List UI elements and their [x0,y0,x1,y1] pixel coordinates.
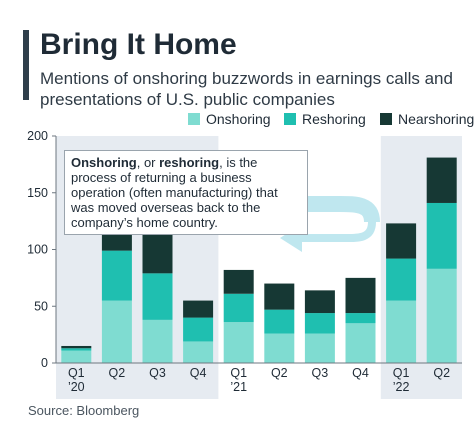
y-tick-label: 50 [34,299,48,313]
bar-nearshoring-5 [264,283,295,310]
bar-nearshoring-0 [61,345,92,349]
bar-onshoring-9 [426,268,457,363]
bar-reshoring-8 [386,258,417,301]
annotation-term-onshoring: Onshoring [71,155,137,170]
x-tick-label: Q1’20 [68,366,85,394]
y-tick-label: 150 [27,186,48,200]
bar-reshoring-1 [101,250,132,301]
bar-reshoring-5 [264,309,295,334]
legend-swatch-onshoring [188,113,200,125]
bar-onshoring-0 [61,350,92,363]
chart-title: Bring It Home [40,28,237,61]
bar-reshoring-6 [304,313,335,334]
annotation-connector: , or [136,155,160,170]
bar-onshoring-8 [386,300,417,363]
bar-nearshoring-4 [223,269,254,294]
title-accent-bar [23,30,29,100]
x-tick-label: Q1’22 [393,366,410,394]
legend-swatch-nearshoring [380,113,392,125]
x-tick-label: Q2 [271,366,288,380]
annotation-term-reshoring: reshoring [159,155,220,170]
x-tick-label: Q1’21 [230,366,247,394]
x-tick-label: Q2 [433,366,450,380]
bar-nearshoring-8 [386,223,417,259]
bar-nearshoring-3 [183,300,214,318]
y-tick-label: 100 [27,243,48,257]
bar-onshoring-3 [183,341,214,363]
bar-onshoring-5 [264,333,295,363]
x-tick-label: Q3 [149,366,166,380]
bar-reshoring-0 [61,348,92,351]
chart-subtitle: Mentions of onshoring buzzwords in earni… [40,69,453,109]
legend-label-reshoring: Reshoring [302,111,366,127]
annotation-text: , is the process of returning a business… [71,155,278,230]
bar-nearshoring-9 [426,157,457,203]
bar-reshoring-3 [183,317,214,342]
x-tick-label: Q4 [190,366,207,380]
y-tick-label: 0 [41,356,48,370]
bar-onshoring-6 [304,333,335,363]
x-tick-label: Q2 [109,366,126,380]
legend-label-nearshoring: Nearshoring [398,111,474,127]
return-arrow-top [300,196,380,223]
legend-label-onshoring: Onshoring [206,111,271,127]
bar-onshoring-7 [345,323,376,363]
bar-nearshoring-7 [345,277,376,314]
bar-reshoring-4 [223,293,254,323]
x-tick-label: Q3 [312,366,329,380]
y-tick-label: 200 [27,129,48,143]
bar-onshoring-4 [223,322,254,363]
bar-reshoring-7 [345,313,376,324]
bar-onshoring-1 [101,300,132,363]
bar-nearshoring-2 [142,227,173,274]
bar-onshoring-2 [142,319,173,363]
bar-reshoring-2 [142,273,173,320]
legend-swatch-reshoring [284,113,296,125]
bar-reshoring-9 [426,202,457,269]
bar-nearshoring-6 [304,290,335,314]
source-note: Source: Bloomberg [28,403,140,418]
definition-annotation: Onshoring, or reshoring, is the process … [64,150,308,235]
x-tick-label: Q4 [352,366,369,380]
return-arrow-bottom [300,221,376,243]
